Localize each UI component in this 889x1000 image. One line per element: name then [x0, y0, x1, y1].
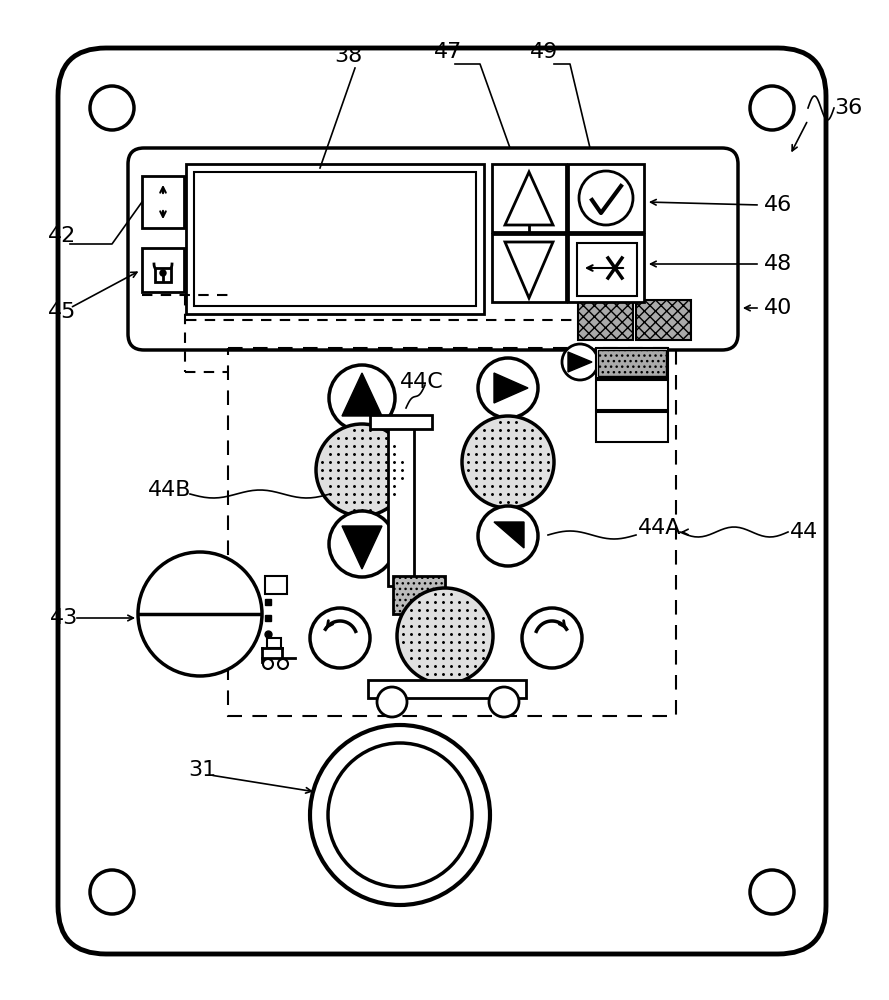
Bar — [492, 234, 566, 302]
Bar — [596, 380, 668, 410]
Circle shape — [90, 86, 134, 130]
Bar — [228, 348, 676, 716]
Circle shape — [750, 86, 794, 130]
Text: 38: 38 — [334, 46, 362, 66]
Circle shape — [750, 870, 794, 914]
Text: 36: 36 — [834, 98, 862, 118]
Polygon shape — [505, 242, 553, 298]
Polygon shape — [505, 172, 553, 225]
Text: 44B: 44B — [148, 480, 191, 500]
Text: 49: 49 — [530, 42, 558, 62]
Text: 31: 31 — [188, 760, 216, 780]
Bar — [370, 415, 432, 429]
Text: 48: 48 — [764, 254, 792, 274]
Circle shape — [310, 725, 490, 905]
Circle shape — [489, 687, 519, 717]
Bar — [578, 300, 633, 340]
Bar — [368, 680, 526, 698]
Bar — [636, 300, 691, 340]
Circle shape — [310, 608, 370, 668]
Circle shape — [377, 687, 407, 717]
Bar — [142, 248, 184, 292]
Bar — [596, 348, 668, 378]
Polygon shape — [342, 373, 382, 416]
Circle shape — [562, 344, 598, 380]
Circle shape — [462, 416, 554, 508]
Bar — [568, 164, 644, 232]
Polygon shape — [494, 522, 524, 548]
Bar — [598, 350, 666, 376]
Circle shape — [278, 659, 288, 669]
Text: 45: 45 — [48, 302, 76, 322]
Circle shape — [579, 171, 633, 225]
Circle shape — [263, 659, 273, 669]
FancyBboxPatch shape — [58, 48, 826, 954]
Polygon shape — [494, 373, 528, 403]
Bar — [155, 268, 171, 282]
FancyBboxPatch shape — [128, 148, 738, 350]
Circle shape — [329, 365, 395, 431]
Bar — [142, 176, 184, 228]
Circle shape — [328, 743, 472, 887]
Text: 43: 43 — [50, 608, 78, 628]
Circle shape — [329, 511, 395, 577]
Bar — [267, 638, 281, 648]
Text: 44: 44 — [790, 522, 818, 542]
Bar — [388, 418, 414, 586]
Text: 42: 42 — [48, 226, 76, 246]
Circle shape — [160, 270, 166, 276]
Bar — [568, 234, 644, 302]
Circle shape — [478, 358, 538, 418]
Bar — [194, 172, 476, 306]
Text: 47: 47 — [434, 42, 462, 62]
Text: 44A: 44A — [638, 518, 682, 538]
Bar — [596, 412, 668, 442]
Polygon shape — [568, 352, 592, 372]
Circle shape — [478, 506, 538, 566]
Circle shape — [522, 608, 582, 668]
Circle shape — [397, 588, 493, 684]
Bar — [186, 164, 484, 314]
Polygon shape — [342, 526, 382, 569]
Circle shape — [138, 552, 262, 676]
Bar — [577, 243, 637, 296]
Bar — [492, 164, 566, 232]
Bar — [393, 576, 445, 614]
Circle shape — [90, 870, 134, 914]
Bar — [265, 576, 287, 594]
Circle shape — [316, 424, 408, 516]
Text: 40: 40 — [764, 298, 792, 318]
Text: 46: 46 — [764, 195, 792, 215]
Text: 44C: 44C — [400, 372, 444, 392]
